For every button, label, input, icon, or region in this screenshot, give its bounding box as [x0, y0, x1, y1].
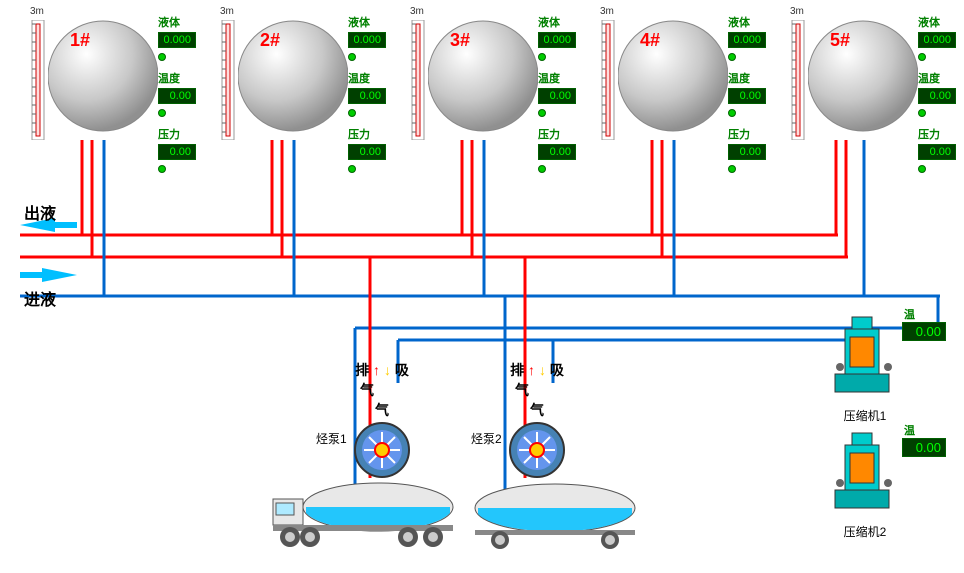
- level-ruler: [30, 20, 46, 140]
- compressor-2: 温度 0.00 压缩机2: [830, 428, 900, 540]
- inlet-label: 进液: [24, 286, 56, 310]
- tank-id: 4#: [640, 30, 660, 51]
- led-icon: [918, 165, 926, 173]
- tank-sensors: 液体 0.000 温度 0.00 压力 0.00: [538, 14, 576, 178]
- led-icon: [918, 53, 926, 61]
- ruler-label: 3m: [410, 6, 424, 17]
- led-icon: [348, 53, 356, 61]
- outlet-label: 出液: [24, 200, 56, 224]
- led-icon: [158, 109, 166, 117]
- liquid-label: 液体: [538, 14, 576, 30]
- led-icon: [538, 165, 546, 173]
- ruler-label: 3m: [600, 6, 614, 17]
- pump-1: 排 ↑ ↓ 吸 气 气 烃泵1: [352, 360, 412, 485]
- temp-label: 温度: [348, 70, 386, 86]
- led-icon: [538, 109, 546, 117]
- intake-label: 吸: [395, 362, 409, 378]
- comp2-temp-value: 0.00: [902, 438, 946, 457]
- led-icon: [158, 165, 166, 173]
- level-ruler: [600, 20, 616, 140]
- sphere-tank-icon: [238, 14, 348, 144]
- tank-id: 1#: [70, 30, 90, 51]
- liquid-value: 0.000: [728, 32, 766, 48]
- gas-char: 气: [530, 402, 544, 418]
- pressure-value: 0.00: [348, 144, 386, 160]
- pressure-label: 压力: [158, 126, 196, 142]
- liquid-label: 液体: [348, 14, 386, 30]
- exhaust-label: 排: [510, 362, 524, 378]
- temp-label: 温度: [158, 70, 196, 86]
- led-icon: [348, 165, 356, 173]
- tank-sensors: 液体 0.000 温度 0.00 压力 0.00: [728, 14, 766, 178]
- sphere-tank-icon: [428, 14, 538, 144]
- pump-icon: [507, 420, 567, 480]
- led-icon: [728, 109, 736, 117]
- pressure-label: 压力: [728, 126, 766, 142]
- tank-id: 2#: [260, 30, 280, 51]
- truck-2: [460, 480, 650, 555]
- temp-label: 温度: [728, 70, 766, 86]
- liquid-value: 0.000: [538, 32, 576, 48]
- liquid-label: 液体: [918, 14, 956, 30]
- pump2-label: 烃泵2: [471, 430, 502, 447]
- pressure-label: 压力: [918, 126, 956, 142]
- tank-id: 5#: [830, 30, 850, 51]
- pump-icon: [352, 420, 412, 480]
- led-icon: [728, 165, 736, 173]
- sphere-tank-icon: [808, 14, 918, 144]
- level-ruler: [790, 20, 806, 140]
- temp-value: 0.00: [538, 88, 576, 104]
- level-ruler: [410, 20, 426, 140]
- ruler-label: 3m: [220, 6, 234, 17]
- gas-char: 气: [375, 402, 389, 418]
- led-icon: [538, 53, 546, 61]
- tank-id: 3#: [450, 30, 470, 51]
- pump1-label: 烃泵1: [316, 430, 347, 447]
- pressure-value: 0.00: [918, 144, 956, 160]
- liquid-value: 0.000: [918, 32, 956, 48]
- temp-label: 温度: [918, 70, 956, 86]
- intake-label: 吸: [550, 362, 564, 378]
- ruler-label: 3m: [30, 6, 44, 17]
- temp-value: 0.00: [158, 88, 196, 104]
- gas-char: 气: [360, 382, 374, 398]
- led-icon: [918, 109, 926, 117]
- level-ruler: [220, 20, 236, 140]
- pressure-value: 0.00: [728, 144, 766, 160]
- compressor-1: 温度 0.00 压缩机1: [830, 312, 900, 424]
- liquid-label: 液体: [728, 14, 766, 30]
- led-icon: [348, 109, 356, 117]
- tank-sensors: 液体 0.000 温度 0.00 压力 0.00: [348, 14, 386, 178]
- compressor-icon: [830, 428, 900, 518]
- compressor-icon: [830, 312, 900, 402]
- truck-1: [268, 475, 468, 555]
- tank-sensors: 液体 0.000 温度 0.00 压力 0.00: [158, 14, 196, 178]
- pressure-value: 0.00: [538, 144, 576, 160]
- comp1-label: 压缩机1: [830, 407, 900, 424]
- comp2-label: 压缩机2: [830, 523, 900, 540]
- ruler-label: 3m: [790, 6, 804, 17]
- liquid-label: 液体: [158, 14, 196, 30]
- led-icon: [158, 53, 166, 61]
- temp-value: 0.00: [918, 88, 956, 104]
- pump-2: 排 ↑ ↓ 吸 气 气 烃泵2: [507, 360, 567, 485]
- pressure-label: 压力: [348, 126, 386, 142]
- liquid-value: 0.000: [348, 32, 386, 48]
- temp-value: 0.00: [728, 88, 766, 104]
- pressure-value: 0.00: [158, 144, 196, 160]
- temp-label: 温度: [538, 70, 576, 86]
- temp-value: 0.00: [348, 88, 386, 104]
- tank-sensors: 液体 0.000 温度 0.00 压力 0.00: [918, 14, 956, 178]
- comp1-temp-value: 0.00: [902, 322, 946, 341]
- liquid-value: 0.000: [158, 32, 196, 48]
- exhaust-label: 排: [355, 362, 369, 378]
- pressure-label: 压力: [538, 126, 576, 142]
- led-icon: [728, 53, 736, 61]
- sphere-tank-icon: [48, 14, 158, 144]
- gas-char: 气: [515, 382, 529, 398]
- sphere-tank-icon: [618, 14, 728, 144]
